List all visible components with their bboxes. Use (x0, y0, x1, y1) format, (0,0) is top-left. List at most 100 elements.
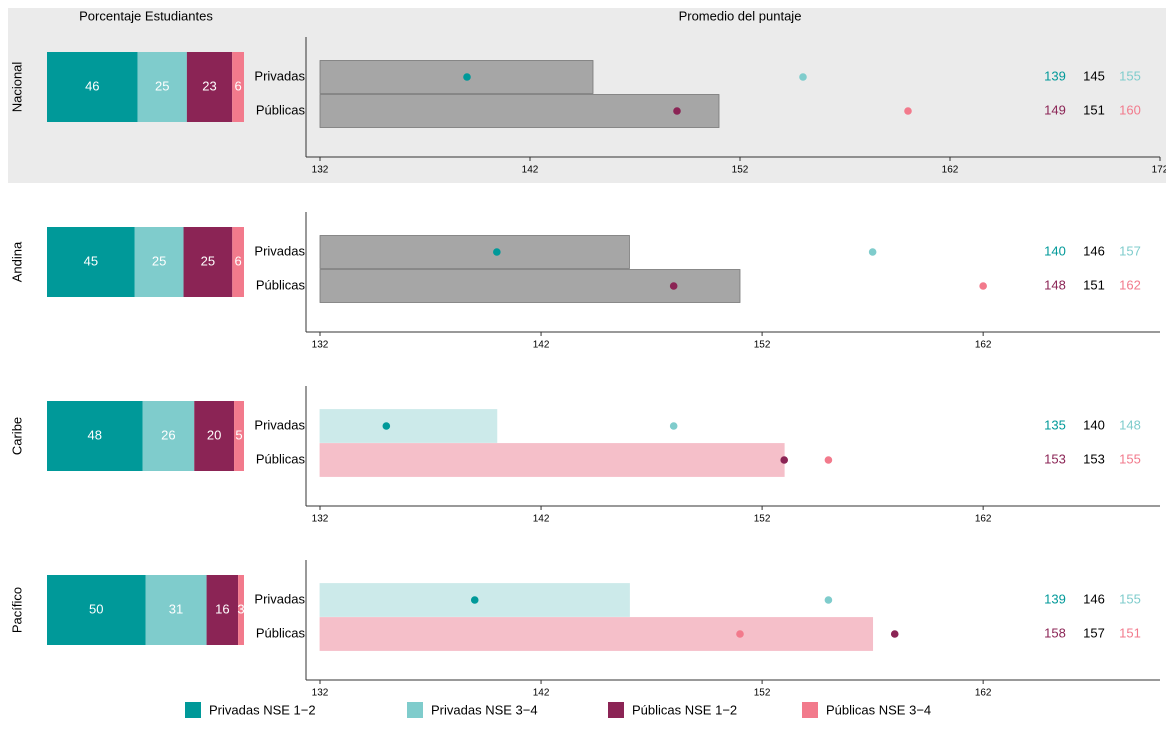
x-tick-label: 162 (975, 688, 992, 699)
mean-bar (319, 443, 785, 477)
segment-label: 3 (237, 601, 244, 616)
segment-label: 23 (202, 78, 216, 93)
x-tick-label: 142 (533, 514, 550, 525)
segment-label: 48 (88, 427, 102, 442)
stack-segment (145, 575, 207, 645)
score-dot (669, 282, 678, 290)
legend-swatch (608, 702, 624, 718)
score-label: 160 (1119, 102, 1141, 117)
x-tick-label: 132 (312, 688, 329, 699)
score-label: 155 (1119, 591, 1141, 606)
segment-label: 46 (85, 78, 99, 93)
stack-segment (186, 52, 233, 122)
segment-label: 25 (201, 253, 215, 268)
score-label: 151 (1119, 625, 1141, 640)
stack-segment (238, 575, 244, 645)
x-tick-label: 172 (1152, 165, 1166, 176)
score-label: 146 (1083, 243, 1105, 258)
mean-bar (319, 94, 720, 128)
segment-label: 25 (155, 78, 169, 93)
mean-bar (319, 409, 498, 443)
score-label: 146 (1083, 591, 1105, 606)
score-label: 162 (1119, 277, 1141, 292)
segment-label: 6 (234, 78, 241, 93)
stack-segment (232, 227, 244, 297)
stack-segment (47, 575, 146, 645)
stack-segment (142, 401, 195, 471)
score-label: 135 (1044, 417, 1066, 432)
stack-segment (47, 401, 143, 471)
segment-label: 16 (215, 601, 229, 616)
row-label: Públicas (256, 451, 306, 466)
score-dot (673, 107, 681, 115)
row-label: Privadas (254, 417, 305, 432)
score-dot (382, 422, 391, 430)
score-dot (736, 630, 744, 638)
region-label: Andina (9, 241, 24, 282)
legend-swatch (185, 702, 201, 718)
right-title: Promedio del puntaje (679, 8, 802, 23)
score-dot (824, 596, 833, 604)
region-label: Nacional (9, 62, 24, 113)
score-label: 153 (1044, 451, 1066, 466)
x-tick-label: 152 (754, 340, 771, 351)
score-label: 140 (1044, 243, 1066, 258)
score-label: 151 (1083, 277, 1105, 292)
row-label: Privadas (254, 243, 305, 258)
mean-bar (319, 617, 874, 651)
stack-segment (47, 52, 138, 122)
score-dot (868, 248, 877, 256)
score-dot (780, 456, 789, 464)
mean-bar (319, 235, 630, 269)
score-label: 155 (1119, 68, 1141, 83)
segment-label: 50 (89, 601, 103, 616)
score-dot (979, 282, 987, 290)
legend-label: Privadas NSE 3−4 (431, 702, 538, 717)
score-dot (493, 248, 501, 256)
segment-label: 25 (152, 253, 166, 268)
x-tick-label: 142 (533, 688, 550, 699)
stack-segment (183, 227, 233, 297)
x-tick-label: 132 (312, 340, 329, 351)
score-dot (669, 422, 678, 430)
legend-swatch (802, 702, 818, 718)
score-label: 148 (1044, 277, 1066, 292)
score-dot (463, 73, 471, 81)
score-label: 155 (1119, 451, 1141, 466)
segment-label: 5 (235, 427, 242, 442)
row-label: Públicas (256, 102, 306, 117)
stack-segment (137, 52, 187, 122)
row-label: Públicas (256, 277, 306, 292)
x-tick-label: 152 (754, 688, 771, 699)
stack-segment (232, 52, 244, 122)
score-label: 157 (1119, 243, 1141, 258)
score-label: 157 (1083, 625, 1105, 640)
x-tick-label: 152 (732, 165, 749, 176)
legend-label: Públicas NSE 1−2 (632, 702, 737, 717)
mean-bar (319, 60, 594, 94)
legend-label: Privadas NSE 1−2 (209, 702, 316, 717)
row-label: Privadas (254, 68, 305, 83)
segment-label: 26 (161, 427, 175, 442)
score-label: 145 (1083, 68, 1105, 83)
x-tick-label: 162 (975, 340, 992, 351)
stack-segment (194, 401, 235, 471)
score-label: 140 (1083, 417, 1105, 432)
stack-segment (234, 401, 244, 471)
score-label: 158 (1044, 625, 1066, 640)
score-label: 139 (1044, 591, 1066, 606)
segment-label: 45 (84, 253, 98, 268)
x-tick-label: 162 (975, 514, 992, 525)
score-dot (824, 456, 833, 464)
row-label: Públicas (256, 625, 306, 640)
stack-segment (47, 227, 135, 297)
x-tick-label: 162 (942, 165, 959, 176)
x-tick-label: 142 (522, 165, 539, 176)
segment-label: 31 (169, 601, 183, 616)
score-dot (470, 596, 479, 604)
segment-label: 20 (207, 427, 221, 442)
x-tick-label: 142 (533, 340, 550, 351)
region-label: Caribe (9, 417, 24, 455)
x-tick-label: 132 (312, 165, 329, 176)
